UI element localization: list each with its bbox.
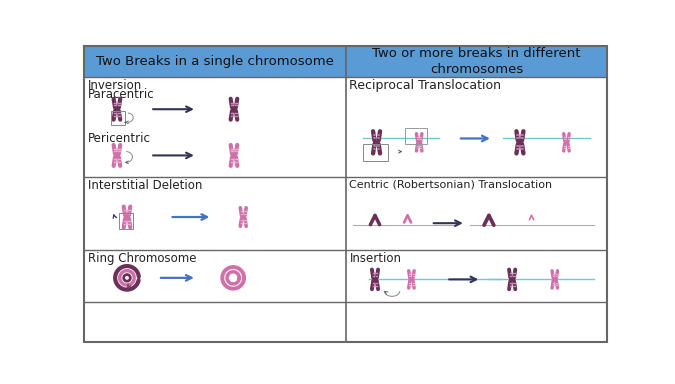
Text: Two Breaks in a single chromosome: Two Breaks in a single chromosome [96,55,334,68]
Text: Reciprocal Translocation: Reciprocal Translocation [350,79,502,92]
Bar [111,111,125,125]
Bar [405,129,427,144]
Text: Inversion: Inversion [88,79,142,92]
Bar [84,46,346,77]
Bar [363,144,388,161]
Bar [346,46,608,77]
Text: Interstitial Deletion: Interstitial Deletion [88,179,202,192]
Text: Two or more breaks in different
chromosomes: Two or more breaks in different chromoso… [373,47,580,76]
Text: Ring Chromosome: Ring Chromosome [88,252,196,265]
Text: Insertion: Insertion [350,252,402,265]
Text: Paracentric: Paracentric [88,88,155,101]
Bar [119,213,133,228]
Text: Pericentric: Pericentric [88,132,151,145]
Text: Centric (Robertsonian) Translocation: Centric (Robertsonian) Translocation [350,179,553,189]
